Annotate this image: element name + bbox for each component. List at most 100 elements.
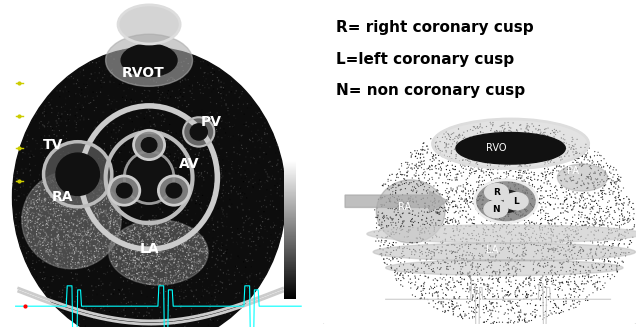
- Point: [86, 210, 96, 215]
- Point: [213, 206, 223, 211]
- Point: [85, 155, 95, 160]
- Point: [403, 164, 413, 170]
- Point: [52, 219, 63, 224]
- Point: [152, 246, 162, 252]
- Point: [270, 183, 280, 188]
- Point: [588, 282, 598, 287]
- Point: [54, 171, 65, 177]
- Point: [508, 306, 518, 311]
- Point: [123, 238, 133, 243]
- Point: [513, 195, 523, 200]
- Point: [178, 94, 188, 99]
- Point: [136, 280, 146, 285]
- Point: [60, 195, 70, 201]
- Point: [579, 162, 589, 167]
- Point: [474, 251, 484, 256]
- Point: [398, 246, 408, 251]
- Point: [46, 238, 56, 243]
- Point: [83, 136, 93, 141]
- Point: [93, 208, 104, 213]
- Point: [108, 235, 118, 240]
- Point: [41, 202, 51, 207]
- Point: [216, 119, 227, 124]
- Point: [397, 221, 407, 226]
- Point: [120, 190, 131, 195]
- Point: [93, 273, 103, 278]
- Point: [148, 301, 158, 306]
- Point: [71, 308, 81, 313]
- Point: [509, 197, 519, 203]
- Point: [565, 241, 575, 247]
- Point: [508, 180, 518, 185]
- Point: [420, 291, 431, 296]
- Point: [394, 204, 404, 209]
- Point: [81, 82, 92, 88]
- Point: [456, 164, 467, 169]
- Point: [393, 175, 403, 180]
- Point: [554, 252, 564, 257]
- Point: [63, 188, 73, 193]
- Point: [50, 198, 60, 203]
- Point: [173, 177, 183, 182]
- Point: [417, 162, 427, 167]
- Point: [76, 206, 86, 211]
- Point: [532, 198, 543, 203]
- Point: [21, 209, 31, 214]
- Point: [68, 264, 78, 269]
- Point: [179, 244, 189, 249]
- Point: [557, 157, 567, 162]
- Point: [273, 185, 283, 190]
- Point: [178, 274, 188, 279]
- Point: [77, 257, 87, 262]
- Point: [185, 89, 195, 94]
- Point: [21, 227, 31, 233]
- Point: [534, 288, 545, 293]
- Point: [161, 276, 172, 281]
- Point: [93, 328, 104, 329]
- Point: [134, 273, 144, 279]
- Point: [68, 183, 78, 189]
- Point: [136, 215, 146, 220]
- Point: [45, 261, 55, 266]
- Point: [60, 142, 70, 148]
- Point: [180, 243, 190, 249]
- Point: [182, 252, 193, 258]
- Point: [548, 247, 558, 252]
- Point: [71, 294, 81, 299]
- Point: [498, 218, 508, 223]
- Point: [59, 187, 69, 192]
- Point: [502, 163, 513, 168]
- Point: [175, 324, 185, 329]
- Point: [419, 209, 429, 215]
- Point: [53, 226, 63, 231]
- Point: [64, 230, 74, 235]
- Point: [51, 194, 61, 199]
- Point: [506, 216, 516, 222]
- Point: [597, 257, 607, 262]
- Point: [55, 179, 65, 185]
- Point: [476, 130, 486, 135]
- Point: [15, 244, 26, 249]
- Point: [48, 212, 58, 217]
- Point: [529, 228, 540, 234]
- Point: [568, 174, 579, 179]
- Point: [145, 231, 156, 236]
- Point: [428, 152, 438, 157]
- Point: [147, 275, 157, 280]
- Point: [534, 261, 544, 266]
- Point: [92, 203, 102, 208]
- Point: [454, 261, 464, 266]
- Point: [184, 287, 195, 292]
- Point: [106, 208, 116, 213]
- Point: [254, 107, 264, 112]
- Point: [202, 195, 212, 200]
- Point: [67, 255, 77, 261]
- Point: [401, 201, 411, 206]
- Point: [131, 49, 141, 55]
- Point: [54, 94, 65, 99]
- Point: [200, 253, 210, 258]
- Point: [509, 264, 519, 269]
- Point: [180, 242, 190, 248]
- Point: [492, 237, 502, 242]
- Point: [600, 191, 610, 196]
